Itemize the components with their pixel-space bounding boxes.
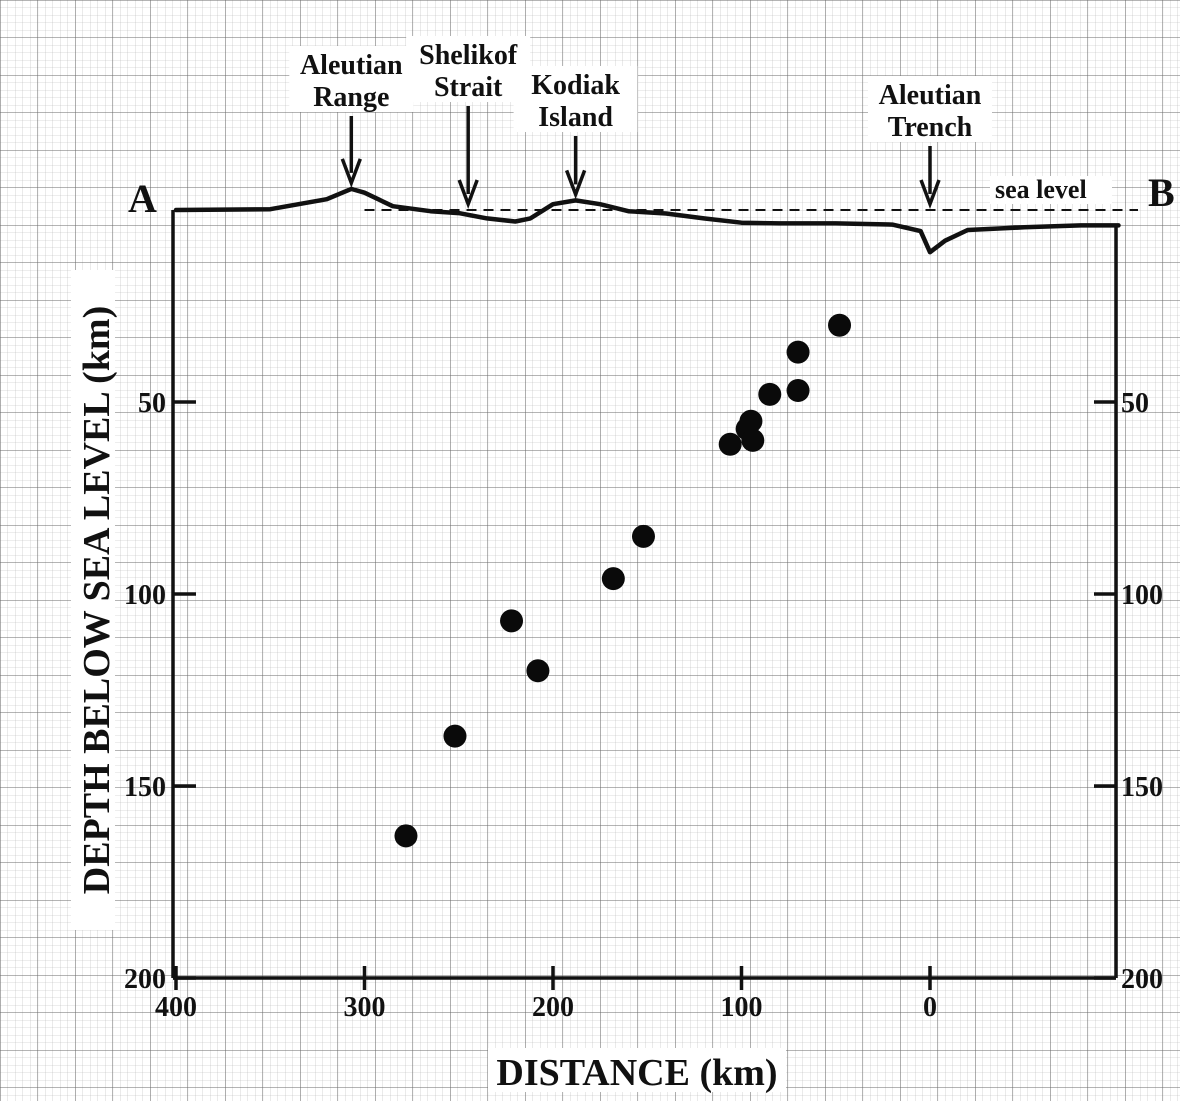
feature-label-bg bbox=[868, 76, 992, 142]
topographic-profile-line bbox=[173, 186, 1121, 255]
feature-label-bg bbox=[513, 66, 638, 132]
earthquake-point bbox=[394, 824, 418, 848]
y-tick-label-right: 50 bbox=[1121, 388, 1149, 419]
y-tick-label-left: 100 bbox=[124, 580, 166, 611]
y-tick-label-left: 50 bbox=[138, 388, 166, 419]
x-tick-label: 400 bbox=[155, 992, 197, 1023]
earthquake-point bbox=[631, 524, 655, 548]
feature-arrow-head bbox=[340, 158, 362, 188]
feature-arrow-head bbox=[919, 179, 941, 209]
feature-arrow-head bbox=[457, 179, 479, 209]
endpoint-label-a: A bbox=[128, 176, 157, 221]
sea-level-label: sea level bbox=[995, 175, 1087, 204]
feature-label-bg bbox=[289, 46, 414, 112]
x-tick-label: 0 bbox=[923, 992, 937, 1023]
y-tick-label-right: 200 bbox=[1121, 964, 1163, 995]
feature-label-line2: Range bbox=[313, 82, 389, 113]
y-tick-label-left: 150 bbox=[124, 772, 166, 803]
y-tick-label-left: 200 bbox=[124, 964, 166, 995]
earthquake-point bbox=[601, 567, 625, 591]
x-tick-label: 100 bbox=[721, 992, 763, 1023]
earthquake-points bbox=[394, 313, 852, 848]
feature-label-line1: Aleutian bbox=[879, 80, 982, 111]
y-tick-label-right: 100 bbox=[1121, 580, 1163, 611]
y-axis-title: DEPTH BELOW SEA LEVEL (km) bbox=[76, 306, 118, 894]
sea-level-label-bg bbox=[990, 176, 1112, 204]
earthquake-point bbox=[718, 432, 742, 456]
earthquake-point bbox=[828, 313, 852, 337]
y-tick-label-right: 150 bbox=[1121, 772, 1163, 803]
earthquake-point bbox=[758, 382, 782, 406]
endpoint-label-b: B bbox=[1148, 170, 1175, 215]
feature-label-line1: Aleutian bbox=[300, 50, 403, 81]
y-axis-ticks: 50 100 150 200 50 100 150 200 bbox=[124, 388, 1163, 995]
feature-label-line2: Island bbox=[538, 102, 613, 133]
feature-label-line1: Kodiak bbox=[531, 70, 620, 101]
earthquake-point bbox=[443, 724, 467, 748]
earthquake-point bbox=[786, 378, 810, 402]
earthquake-point bbox=[500, 609, 524, 633]
x-axis-ticks: 400 300 200 100 0 bbox=[155, 966, 937, 1023]
y-axis-title-bg bbox=[71, 270, 115, 930]
x-axis-title-bg bbox=[488, 1048, 786, 1092]
x-axis-title: DISTANCE (km) bbox=[496, 1052, 777, 1094]
feature-arrow-head bbox=[564, 169, 587, 200]
feature-label-line2: Trench bbox=[888, 112, 973, 143]
feature-label-line2: Strait bbox=[434, 72, 503, 103]
earthquake-point bbox=[526, 659, 550, 683]
earthquake-point bbox=[786, 340, 810, 364]
earthquake-point bbox=[741, 428, 765, 452]
x-tick-label: 200 bbox=[532, 992, 574, 1023]
x-tick-label: 300 bbox=[344, 992, 386, 1023]
feature-label-bg bbox=[406, 36, 531, 102]
feature-label-line1: Shelikof bbox=[419, 40, 518, 71]
